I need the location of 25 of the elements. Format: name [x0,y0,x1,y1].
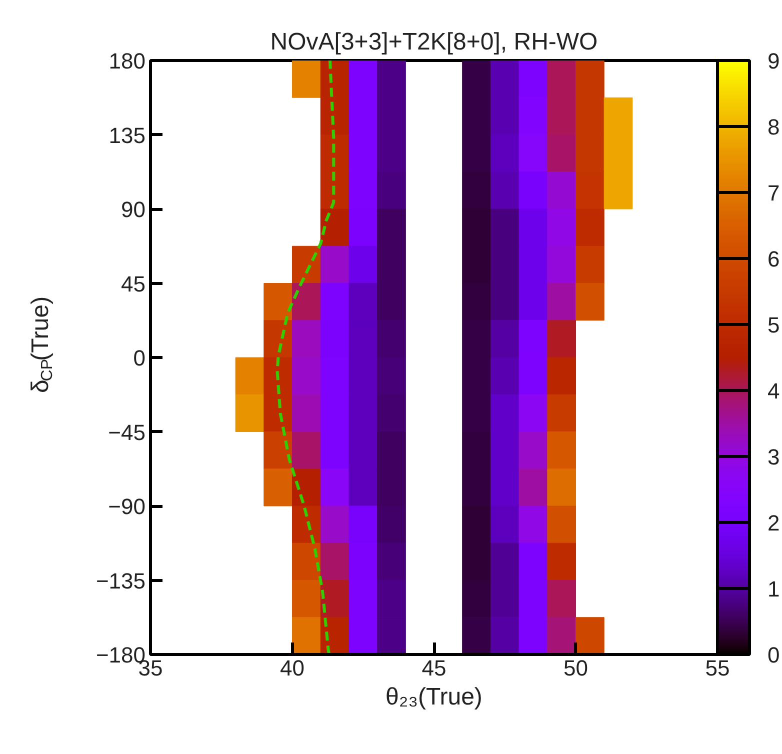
color-bar-label: 8 [768,114,780,140]
y-axis-title: δCP(True) [27,296,56,393]
color-bar-label: 6 [768,246,780,272]
color-bar-label: 3 [768,444,780,470]
color-bar-label: 0 [768,642,780,668]
color-bar-label: 9 [768,48,780,74]
color-bar-label: 4 [768,378,780,404]
color-bar-label: 7 [768,180,780,206]
chart-title: NOvA[3+3]+T2K[8+0], RH-WO [270,28,598,56]
y-tick-label: 90 [121,197,146,222]
y-tick-label: 135 [108,122,146,148]
x-tick-label: 40 [280,656,304,680]
y-tick-label: 0 [133,346,146,370]
x-tick-label: 45 [422,656,446,680]
x-tick-label: 50 [564,656,588,680]
y-tick-label: −45 [108,420,146,445]
color-bar-label: 2 [768,510,780,536]
y-tick-label: −90 [108,494,146,519]
x-axis-title: θ₂₃(True) [386,684,482,710]
y-tick-label: 180 [108,48,146,74]
y-tick-label: −135 [96,568,146,594]
x-tick-label: 55 [705,656,730,680]
color-bar-label: 5 [768,312,780,338]
color-bar-label: 1 [768,576,780,602]
y-tick-label: 45 [121,271,146,296]
